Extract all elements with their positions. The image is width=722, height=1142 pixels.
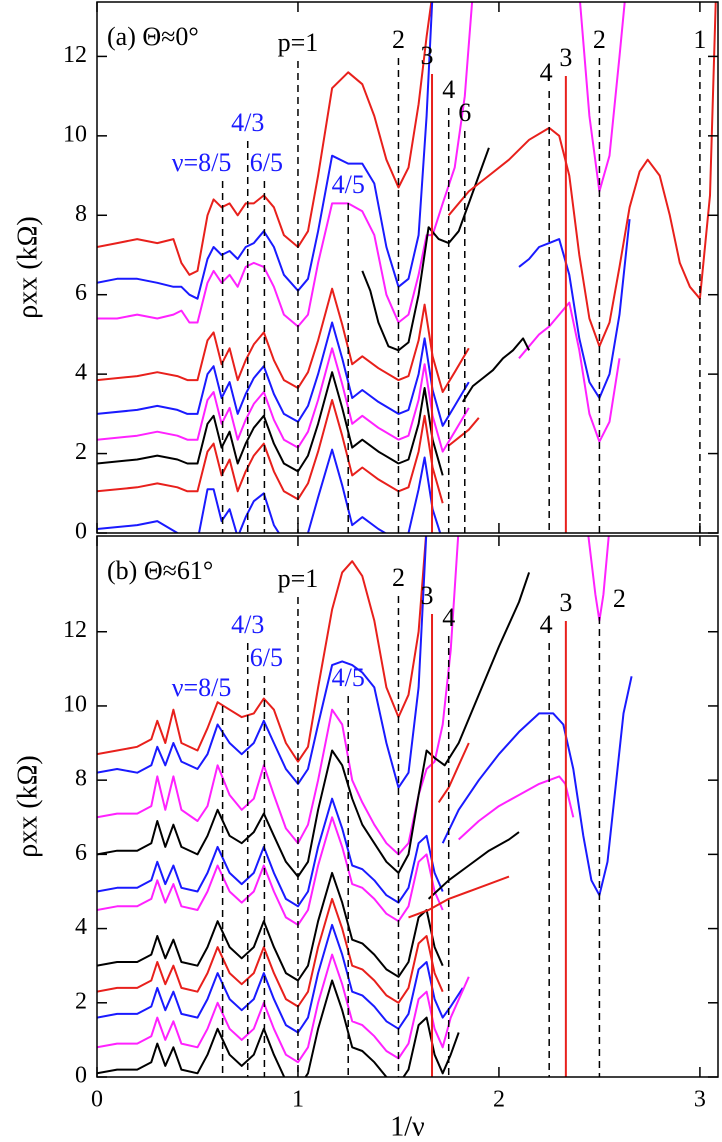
- guide-label: ν=8/5: [172, 673, 232, 702]
- data-line: [97, 448, 442, 533]
- data-line: [518, 301, 621, 443]
- plot-area: [97, 536, 633, 1077]
- guide-label: 4: [540, 610, 553, 639]
- guide-label: 3: [421, 581, 434, 610]
- data-line: [361, 147, 490, 352]
- guide-label: 4/5: [332, 170, 365, 199]
- axes-frame: [96, 1, 719, 534]
- guide-label: 3: [559, 588, 572, 617]
- data-line: [441, 676, 633, 897]
- guide-label: 4: [442, 603, 455, 632]
- data-line: [97, 536, 428, 789]
- data-line: [97, 897, 444, 1008]
- data-line: [97, 536, 427, 763]
- data-line: [408, 875, 510, 919]
- guide-label: 3: [559, 43, 572, 72]
- y-tick-label: 8: [75, 766, 87, 792]
- plot-area: [97, 2, 717, 533]
- data-line: [458, 775, 575, 841]
- data-line: [97, 816, 444, 926]
- guide-label: 1: [693, 25, 706, 54]
- data-line: [97, 797, 444, 908]
- guide-label: 4/5: [332, 663, 365, 692]
- x-axis-label: 1/ν: [390, 1111, 424, 1142]
- y-tick-label: 10: [63, 121, 87, 147]
- y-axis-label: ρxx (kΩ): [12, 216, 43, 318]
- guide-label: 2: [392, 25, 405, 54]
- axes-frame: [96, 535, 719, 1078]
- guide-label: 4/3: [231, 610, 264, 639]
- data-line: [461, 337, 530, 403]
- y-axis-label: ρxx (kΩ): [12, 755, 43, 857]
- guide-label: 6/5: [250, 643, 283, 672]
- x-tick-label: 2: [493, 1087, 505, 1113]
- data-line: [447, 2, 717, 348]
- data-line: [97, 347, 470, 453]
- guide-label: 2: [613, 584, 626, 613]
- data-line: [427, 831, 520, 900]
- data-line: [97, 287, 470, 393]
- guide-label: ν=8/5: [172, 148, 232, 177]
- y-tick-label: 12: [63, 42, 87, 68]
- guide-label: p=1: [278, 28, 319, 57]
- data-line: [437, 742, 470, 803]
- x-tick-label: 3: [694, 1087, 706, 1113]
- y-tick-label: 4: [75, 914, 87, 940]
- data-line: [97, 923, 464, 1034]
- guide-label: 2: [593, 25, 606, 54]
- guide-label: p=1: [278, 564, 319, 593]
- data-line: [97, 2, 474, 328]
- panel-title: (b) Θ≈61°: [107, 556, 213, 585]
- data-line: [587, 536, 610, 622]
- data-line: [97, 572, 531, 878]
- data-line: [97, 321, 470, 427]
- y-tick-label: 10: [63, 691, 87, 717]
- guide-label: 6: [458, 98, 471, 127]
- y-tick-label: 6: [75, 280, 87, 306]
- data-line: [448, 417, 480, 447]
- x-tick-label: 1: [292, 1087, 304, 1113]
- data-line: [97, 371, 444, 476]
- guide-label: 4: [442, 75, 455, 104]
- y-tick-label: 4: [75, 360, 87, 386]
- y-tick-label: 8: [75, 201, 87, 227]
- guide-label: 6/5: [250, 148, 283, 177]
- y-tick-label: 12: [63, 617, 87, 643]
- data-line: [518, 219, 631, 399]
- y-tick-label: 2: [75, 988, 87, 1014]
- guide-label: 4: [540, 58, 553, 87]
- x-tick-label: 0: [91, 1087, 103, 1113]
- data-line: [97, 979, 460, 1077]
- data-line: [97, 871, 444, 982]
- y-tick-label: 6: [75, 840, 87, 866]
- y-tick-label: 0: [75, 519, 87, 545]
- y-tick-label: 2: [75, 439, 87, 465]
- guide-label: 4/3: [231, 108, 264, 137]
- data-line: [97, 953, 470, 1064]
- guide-label: 2: [392, 563, 405, 592]
- data-line: [97, 399, 444, 504]
- panel-title: (a) Θ≈0°: [107, 22, 199, 51]
- guide-label: 3: [421, 41, 434, 70]
- y-tick-label: 0: [75, 1063, 87, 1089]
- data-line: [579, 2, 626, 193]
